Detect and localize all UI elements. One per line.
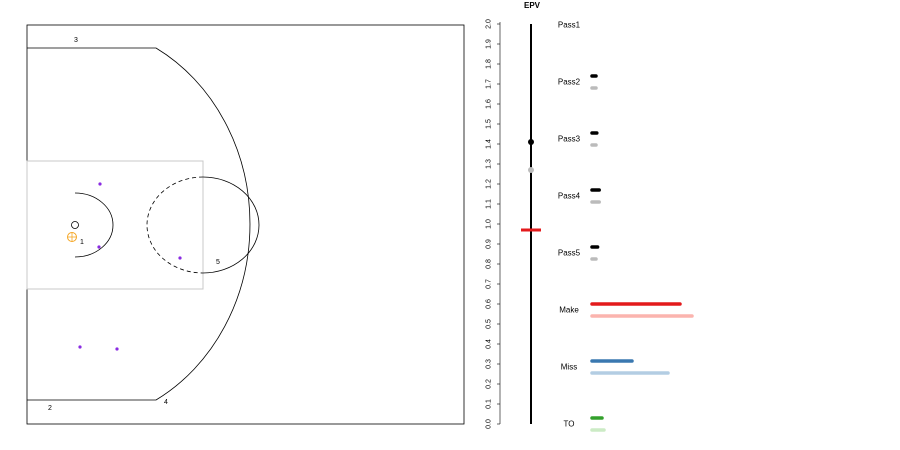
restricted-arc [74,192,114,258]
row-label: TO [564,420,575,429]
epv-panel: EPV 0.0 0.1 0.2 0.3 0.4 0.5 0.6 0.7 0.8 0.9 1.0 1.1… [486,1,541,429]
epv-tick-label: 1.8 [486,59,493,69]
epv-tick-label: 0.0 [486,419,493,429]
player-dot [97,245,101,249]
epv-tick-label: 0.9 [486,239,493,249]
player-label: 4 [164,399,168,406]
player-label: 5 [216,259,220,266]
epv-tick-label: 0.2 [486,379,493,389]
row-label: Pass1 [558,21,581,30]
epv-tick-label: 0.3 [486,359,493,369]
free-throw-lane [26,160,204,290]
probability-panel: Pass1 Pass2 Pass3 Pass4 Pass5 Make Miss TO [558,21,694,432]
epv-tick-label: 0.1 [486,399,493,409]
player-label: 2 [48,405,52,412]
player-label: 3 [74,37,78,44]
epv-tick-label: 1.1 [486,199,493,209]
ball-icon [67,232,77,242]
epv-point [528,139,534,145]
player-dot [78,345,82,349]
epv-tick-label: 0.7 [486,279,493,289]
row-label: Miss [561,363,577,372]
row-label: Pass4 [558,192,581,201]
rim [71,221,79,229]
epv-tick-label: 1.9 [486,39,493,49]
epv-tick-label: 0.8 [486,259,493,269]
epv-tick-label: 1.4 [486,139,493,149]
epv-point [528,167,534,173]
three-point-line [27,47,251,401]
row-label: Pass5 [558,249,581,258]
epv-title: EPV [524,1,541,10]
free-throw-circle-solid [202,176,260,274]
epv-tick-label: 1.7 [486,79,493,89]
epv-tick-label: 1.2 [486,179,493,189]
epv-tick-label: 0.4 [486,339,493,349]
epv-tick-label: 2.0 [486,19,493,29]
player-label: 1 [80,239,84,246]
row-label: Pass2 [558,78,581,87]
epv-tick-label: 0.6 [486,299,493,309]
epv-tick-label: 1.0 [486,219,493,229]
free-throw-circle-dashed [146,176,204,274]
court-panel: 1 2 3 4 5 [26,24,465,425]
epv-tick-label: 1.3 [486,159,493,169]
epv-tick-label: 0.5 [486,319,493,329]
player-dot [178,256,182,260]
player-dot [98,182,102,186]
epv-tick-label: 1.6 [486,99,493,109]
row-label: Pass3 [558,135,581,144]
court-frame [26,24,465,425]
player-dot [115,347,119,351]
row-label: Make [559,306,579,315]
epv-tick-label: 1.5 [486,119,493,129]
